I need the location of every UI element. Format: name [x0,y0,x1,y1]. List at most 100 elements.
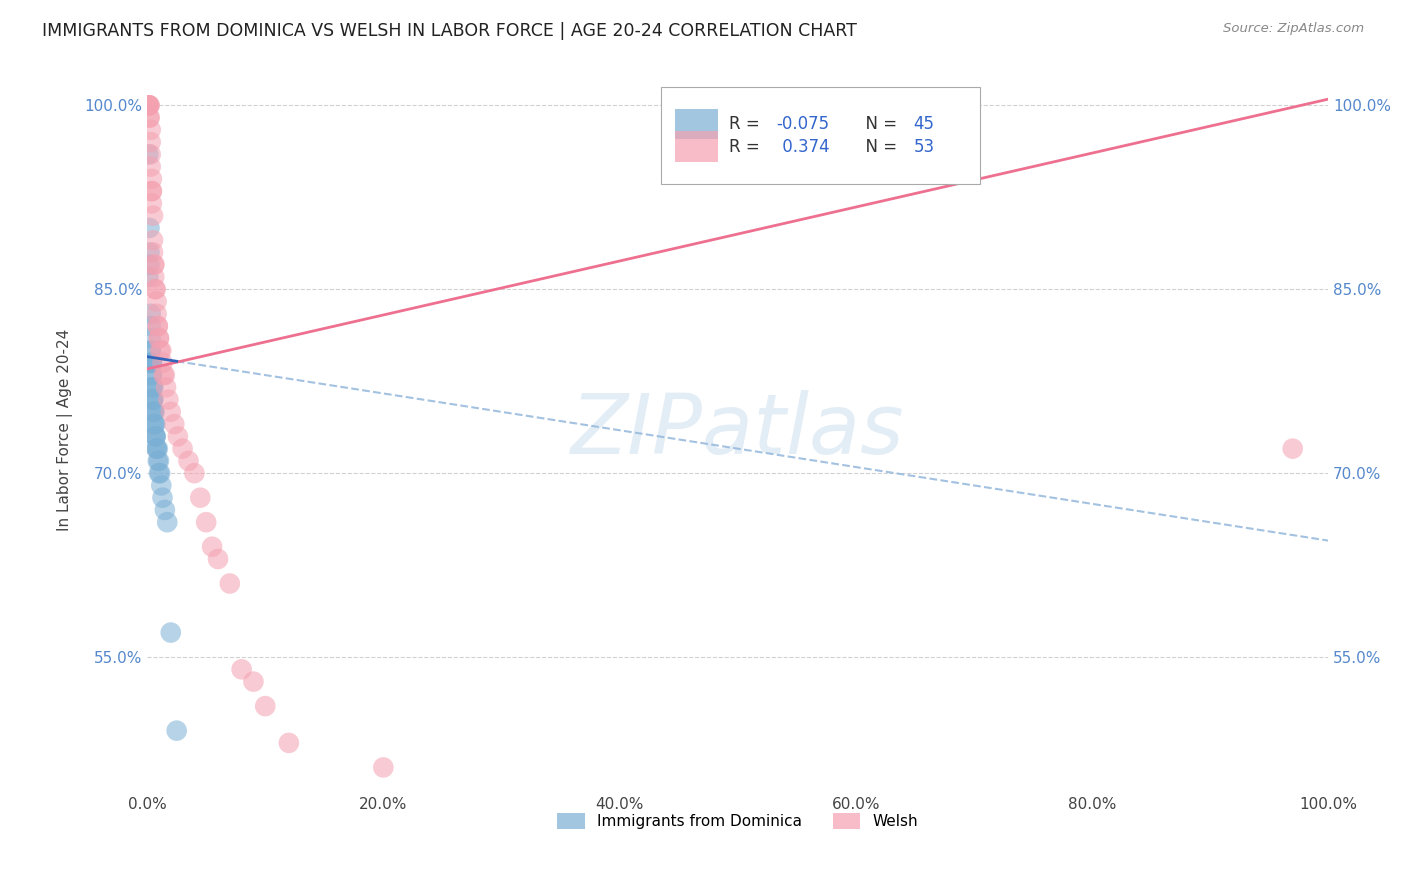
Point [145,429,167,443]
Point [183,466,205,480]
Point [139,307,162,321]
Text: 45: 45 [914,115,935,133]
Point [142,380,165,394]
FancyBboxPatch shape [675,109,717,139]
Point [1281,442,1303,456]
Point [150,478,173,492]
Point [159,405,181,419]
Text: IMMIGRANTS FROM DOMINICA VS WELSH IN LABOR FORCE | AGE 20-24 CORRELATION CHART: IMMIGRANTS FROM DOMINICA VS WELSH IN LAB… [42,22,858,40]
Point [141,356,163,370]
Point [145,417,167,431]
Text: -0.075: -0.075 [776,115,830,133]
Point [177,454,200,468]
Text: 53: 53 [914,137,935,155]
Legend: Immigrants from Dominica, Welsh: Immigrants from Dominica, Welsh [551,806,924,835]
Point [166,429,188,443]
FancyBboxPatch shape [675,131,717,161]
Point [148,454,170,468]
Point [145,442,167,456]
Point [138,98,160,112]
Point [149,343,172,358]
Point [218,576,240,591]
Text: N =: N = [855,137,901,155]
Point [373,760,395,774]
Point [138,98,160,112]
Point [138,111,160,125]
Point [138,98,160,112]
Point [142,392,165,407]
Point [143,417,166,431]
Point [138,98,160,112]
Point [146,454,169,468]
Point [142,392,165,407]
Point [146,318,169,333]
Text: R =: R = [730,115,765,133]
Point [143,258,166,272]
Point [142,380,165,394]
Point [139,331,162,345]
Point [148,466,170,480]
Point [141,184,163,198]
Point [152,491,174,505]
Point [142,245,165,260]
Point [138,245,160,260]
Text: ZIPatlas: ZIPatlas [571,390,904,471]
Point [145,307,167,321]
Point [143,270,166,285]
Point [143,405,166,419]
Point [143,417,166,431]
Point [141,368,163,382]
Point [156,515,179,529]
Point [141,368,163,382]
Point [138,258,160,272]
Point [195,515,218,529]
Point [142,209,165,223]
Point [138,270,160,285]
Point [207,552,229,566]
Point [231,662,253,676]
Point [159,625,181,640]
Point [141,196,163,211]
Text: Source: ZipAtlas.com: Source: ZipAtlas.com [1223,22,1364,36]
Point [145,282,167,296]
Point [143,258,166,272]
Point [152,368,174,382]
Point [139,160,162,174]
Point [145,429,167,443]
Point [139,356,162,370]
Point [145,294,167,309]
Text: 0.374: 0.374 [776,137,830,155]
Point [146,442,169,456]
Point [139,356,162,370]
Point [142,405,165,419]
Point [139,147,162,161]
Point [142,233,165,247]
Point [141,184,163,198]
Point [145,282,167,296]
Point [163,417,186,431]
Text: R =: R = [730,137,765,155]
Point [153,368,176,382]
Point [157,392,180,407]
Point [172,442,194,456]
Point [143,405,166,419]
Point [148,331,170,345]
Point [139,135,162,149]
Point [138,147,160,161]
Point [277,736,299,750]
Point [148,331,170,345]
Point [139,343,162,358]
Point [166,723,188,738]
Point [139,318,162,333]
Point [138,98,160,112]
Point [139,123,162,137]
Point [139,343,162,358]
Point [201,540,224,554]
Point [153,503,176,517]
Point [242,674,264,689]
Point [152,356,174,370]
Point [141,356,163,370]
Point [141,380,163,394]
Point [142,392,165,407]
Point [138,111,160,125]
